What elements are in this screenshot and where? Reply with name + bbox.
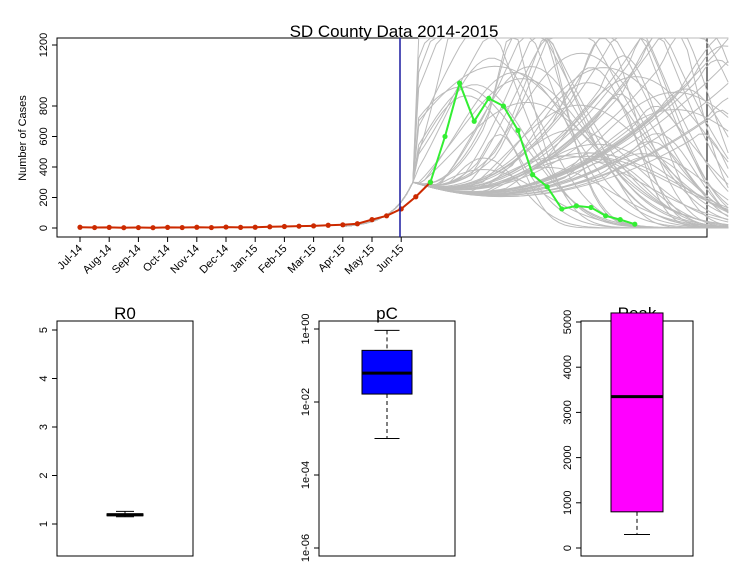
recent-point	[471, 118, 477, 124]
observed-point	[369, 217, 375, 223]
box-y-tick-label: 4000	[562, 355, 574, 379]
box-y-tick-label: 1000	[562, 491, 574, 515]
observed-point	[92, 224, 98, 231]
box-body	[610, 312, 664, 513]
main-y-axis-label: Number of Cases	[17, 95, 29, 181]
observed-point	[77, 224, 83, 230]
recent-point	[486, 95, 492, 101]
observed-series-line	[79, 181, 432, 229]
main-y-tick-label: 0	[38, 225, 50, 231]
projection-curve	[342, 129, 729, 227]
main-x-tick-label: Dec-14	[198, 243, 232, 277]
main-x-axis: Jul-14Aug-14Sep-14Oct-14Nov-14Dec-14Jan-…	[55, 236, 406, 277]
box-y-tick-label: 3000	[562, 400, 574, 424]
main-x-tick-label: May-15	[343, 243, 377, 277]
recent-point	[515, 127, 521, 133]
main-y-tick-label: 1200	[38, 33, 50, 57]
observed-point	[179, 224, 185, 231]
box-y-tick-label: 5000	[562, 310, 574, 334]
main-chart-title: SD County Data 2014-2015	[290, 22, 499, 41]
observed-point	[194, 224, 200, 230]
main-x-tick-label: Aug-14	[81, 243, 115, 277]
observed-point	[281, 223, 287, 230]
box-y-tick-label: 5	[38, 327, 50, 333]
observed-point	[223, 224, 229, 230]
main-x-tick-label: Jan-15	[228, 243, 260, 275]
observed-point	[325, 222, 331, 228]
recent-point	[530, 172, 536, 178]
box-plot-pc: pC 1e-06 1e-04 1e-02 1e+00	[300, 304, 456, 562]
observed-point	[413, 194, 419, 200]
main-x-tick-label: Feb-15	[256, 243, 289, 276]
observed-point	[165, 224, 171, 230]
projection-curves	[342, 37, 729, 229]
recent-point	[442, 133, 448, 140]
box-plot-frame	[56, 320, 194, 557]
recent-point	[617, 217, 623, 223]
recent-point	[559, 206, 565, 212]
box-y-tick-label: 0	[562, 545, 574, 551]
observed-point	[208, 224, 214, 231]
box-y-tick-label: 1e+00	[300, 314, 312, 345]
main-line-chart: SD County Data 2014-2015 Number of Cases…	[17, 22, 729, 277]
observed-point	[354, 221, 360, 227]
recent-point	[603, 213, 609, 219]
box-y-tick-label: 1e-04	[300, 461, 312, 489]
main-y-tick-label: 600	[38, 127, 50, 145]
observed-point	[150, 225, 156, 231]
recent-point	[427, 179, 433, 185]
recent-point	[588, 204, 594, 211]
box-plot-r0: R0 1 2 3 4 5	[38, 304, 194, 557]
main-y-tick-label: 800	[38, 97, 50, 115]
observed-point	[252, 224, 258, 230]
recent-point	[500, 103, 506, 109]
observed-point	[384, 213, 390, 219]
observed-point	[267, 224, 273, 230]
observed-point	[106, 224, 112, 230]
observed-point	[121, 225, 127, 231]
recent-point	[573, 203, 580, 209]
box-y-tick-label: 1e-02	[300, 388, 312, 416]
observed-point	[135, 224, 141, 231]
box-plot-title: R0	[114, 304, 136, 323]
box-plot-peak: Peak010002000300040005000	[562, 304, 694, 557]
main-x-tick-label: Nov-14	[168, 243, 202, 277]
main-y-tick-label: 200	[38, 188, 50, 206]
box-y-tick-label: 2000	[562, 445, 574, 469]
box-y-tick-label: 1	[38, 521, 50, 527]
main-y-axis: 0 200 400 600 800 1200	[38, 33, 58, 231]
recent-point	[544, 184, 550, 190]
main-x-tick-label: Sep-14	[110, 243, 144, 277]
main-x-tick-label: Mar-15	[286, 243, 319, 276]
observed-point	[238, 224, 244, 230]
main-x-tick-label: Jun-15	[374, 243, 406, 275]
box-y-tick-label: 1e-06	[300, 534, 312, 562]
observed-point	[340, 222, 346, 228]
recent-point	[632, 221, 638, 227]
box-y-tick-label: 3	[38, 424, 50, 430]
main-x-tick-label: Oct-14	[141, 243, 173, 275]
box-y-tick-label: 2	[38, 472, 50, 478]
observed-point	[296, 223, 302, 229]
box-plot-title: pC	[376, 304, 398, 323]
main-y-tick-label: 400	[38, 158, 50, 176]
observed-point	[311, 223, 317, 229]
box-y-tick-label: 4	[38, 375, 50, 381]
recent-point	[457, 80, 463, 86]
